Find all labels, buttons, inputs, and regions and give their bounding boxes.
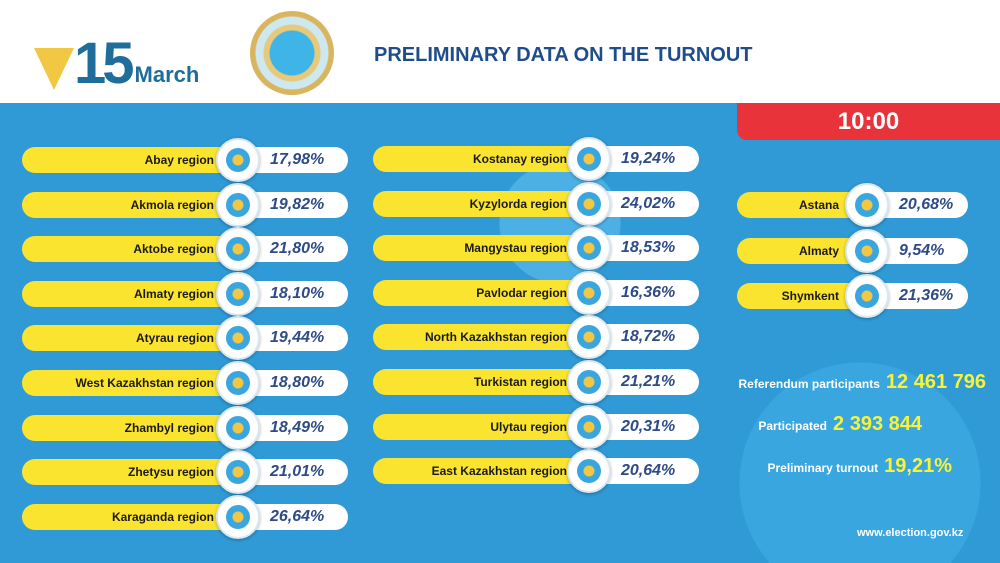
commission-seal-icon [250, 11, 334, 95]
stat-label: Preliminary turnout [767, 461, 879, 475]
region-name: Kostanay region [373, 146, 595, 172]
region-name: Zhambyl region [22, 414, 242, 441]
region-row: 18,80% West Kazakhstan region [22, 361, 348, 405]
region-emblem-icon [216, 182, 260, 227]
region-row: 16,36% Pavlodar region [373, 270, 699, 315]
header: 15 March PRELIMINARY DATA ON THE TURNOUT [0, 0, 1000, 103]
region-emblem-icon [216, 227, 260, 272]
stat-value: 2 393 844 [833, 413, 922, 435]
region-name: Almaty region [22, 280, 242, 307]
city-emblem-icon [845, 274, 889, 318]
region-row: 21,01% Zhetysu region [22, 450, 348, 495]
region-name: Aktobe region [22, 236, 242, 263]
region-name: Zhetysu region [22, 459, 242, 486]
logo-number: 15 [74, 31, 134, 96]
region-name: Atyrau region [22, 325, 242, 352]
region-name: West Kazakhstan region [22, 370, 242, 396]
region-name: North Kazakhstan region [373, 324, 595, 351]
stat-value: 12 461 796 [885, 371, 986, 393]
region-row: 18,49% Zhambyl region [22, 405, 348, 450]
region-row: 19,82% Akmola region [22, 182, 348, 227]
region-row: 19,44% Atyrau region [22, 316, 348, 361]
city-row: 21,36% Shymkent [737, 274, 968, 318]
region-emblem-icon [216, 138, 260, 182]
page-title: PRELIMINARY DATA ON THE TURNOUT [374, 44, 753, 66]
stat-label: Referendum participants [738, 377, 880, 391]
turnout-panel: 17,98% Abay region 19,82% Akmola region … [0, 103, 1000, 563]
region-emblem-icon [567, 226, 611, 271]
city-row: 20,68% Astana [737, 183, 968, 227]
stat-value: 19,21% [884, 455, 952, 477]
region-emblem-icon [567, 270, 611, 315]
region-emblem-icon [567, 315, 611, 360]
region-name: Kyzylorda region [373, 190, 595, 217]
city-emblem-icon [845, 183, 889, 227]
logo-month: March [134, 62, 200, 87]
region-emblem-icon [216, 361, 260, 405]
region-row: 18,53% Mangystau region [373, 226, 699, 271]
region-emblem-icon [567, 449, 611, 494]
region-name: Turkistan region [373, 369, 595, 395]
region-row: 21,21% Turkistan region [373, 360, 699, 404]
region-name: Abay region [22, 147, 242, 173]
region-row: 20,31% Ulytau region [373, 404, 699, 449]
check-chevron-icon [34, 38, 74, 90]
stat-row: Referendum participants 12 461 796 [739, 371, 986, 394]
region-emblem-icon [216, 271, 260, 316]
region-emblem-icon [567, 137, 611, 181]
region-name: Ulytau region [373, 413, 595, 440]
city-name: Shymkent [737, 283, 867, 309]
region-row: 18,10% Almaty region [22, 271, 348, 316]
region-row: 21,80% Aktobe region [22, 227, 348, 272]
region-row: 24,02% Kyzylorda region [373, 181, 699, 226]
city-emblem-icon [845, 229, 889, 273]
region-name: Mangystau region [373, 235, 595, 262]
region-emblem-icon [216, 316, 260, 361]
march-15-logo: 15 March [34, 30, 200, 96]
region-emblem-icon [567, 360, 611, 404]
website-link[interactable]: www.election.gov.kz [857, 527, 964, 539]
time-badge: 10:00 [737, 103, 1000, 140]
region-emblem-icon [216, 494, 260, 539]
region-row: 17,98% Abay region [22, 138, 348, 182]
region-name: Pavlodar region [373, 279, 595, 306]
region-name: East Kazakhstan region [373, 458, 595, 485]
region-emblem-icon [216, 405, 260, 450]
stat-row: Preliminary turnout 19,21% [767, 455, 952, 478]
region-emblem-icon [567, 181, 611, 226]
city-row: 9,54% Almaty [737, 229, 968, 273]
region-row: 20,64% East Kazakhstan region [373, 449, 699, 494]
region-emblem-icon [567, 404, 611, 449]
region-row: 19,24% Kostanay region [373, 137, 699, 181]
stat-label: Participated [758, 419, 828, 433]
region-name: Karaganda region [22, 503, 242, 530]
region-name: Akmola region [22, 191, 242, 218]
region-row: 18,72% North Kazakhstan region [373, 315, 699, 360]
region-emblem-icon [216, 450, 260, 495]
stat-row: Participated 2 393 844 [758, 413, 922, 436]
region-row: 26,64% Karaganda region [22, 494, 348, 539]
